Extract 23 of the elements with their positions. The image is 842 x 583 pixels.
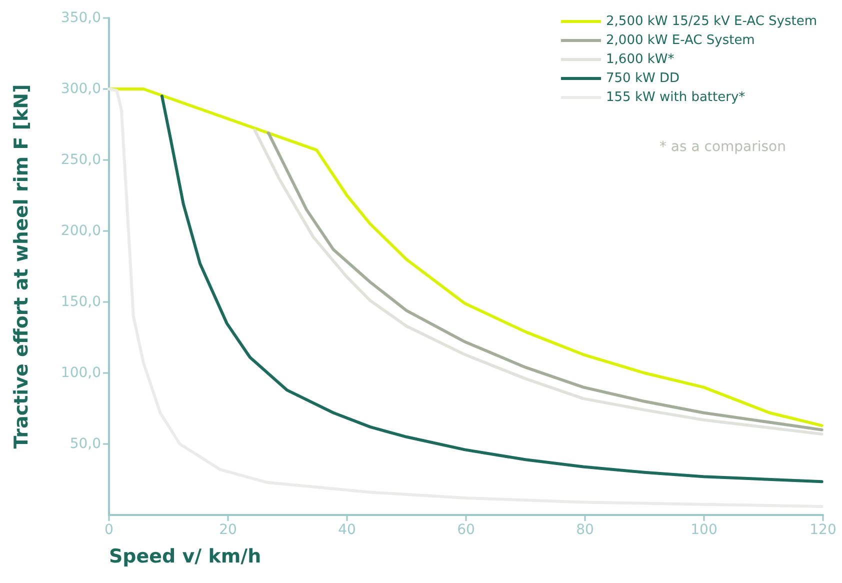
y-tick-label: 200,0 bbox=[60, 223, 101, 239]
line-series bbox=[108, 88, 824, 428]
legend-label: 155 kW with battery* bbox=[606, 90, 746, 105]
legend-label: 1,600 kW* bbox=[606, 52, 675, 67]
x-tick-label: 120 bbox=[810, 522, 836, 538]
y-tick-label: 100,0 bbox=[60, 365, 101, 381]
x-tick-label: 40 bbox=[338, 522, 356, 538]
y-axis-title: Tractive effort at wheel rim F [kN] bbox=[10, 84, 32, 449]
x-tick-label: 0 bbox=[104, 522, 114, 538]
x-tick-label: 80 bbox=[576, 522, 594, 538]
annotation: * as a comparison bbox=[659, 139, 786, 155]
x-tick-label: 60 bbox=[457, 522, 475, 538]
x-tick-label: 20 bbox=[219, 522, 237, 538]
x-tick-label: 100 bbox=[690, 522, 718, 538]
legend-label: 2,500 kW 15/25 kV E-AC System bbox=[606, 14, 817, 29]
y-tick-label: 350,0 bbox=[60, 10, 101, 26]
y-tick-label: 250,0 bbox=[60, 152, 101, 168]
legend-label: 750 kW DD bbox=[606, 71, 680, 86]
y-tick-label: 300,0 bbox=[60, 81, 101, 97]
x-axis-title: Speed v/ km/h bbox=[109, 546, 262, 568]
y-tick-label: 50,0 bbox=[70, 436, 101, 452]
y-tick-label: 150,0 bbox=[60, 294, 101, 310]
legend-label: 2,000 kW E-AC System bbox=[606, 33, 755, 48]
